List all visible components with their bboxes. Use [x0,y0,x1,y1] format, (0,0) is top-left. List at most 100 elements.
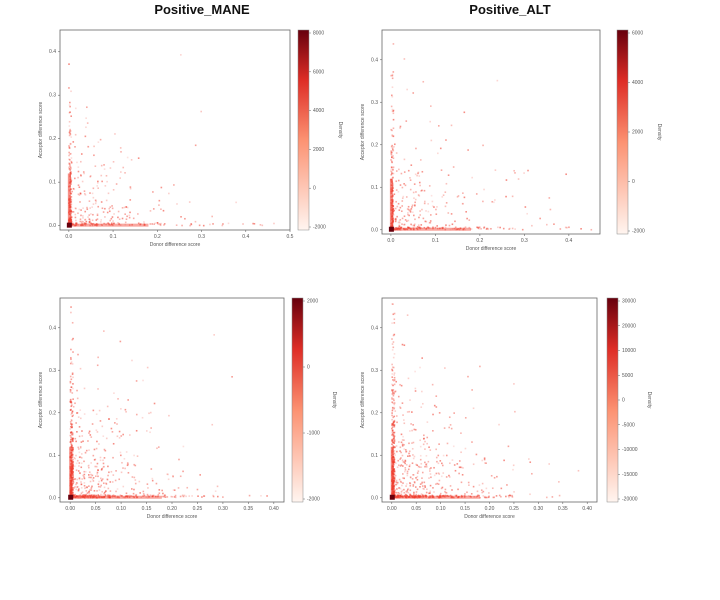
density-point [424,494,426,497]
x-tick-label: 0.0 [65,234,72,240]
density-point [70,192,72,195]
density-point [429,221,432,224]
density-point [391,74,394,77]
density-point [390,174,393,176]
density-point [396,496,399,499]
density-point [391,424,393,427]
density-point [443,495,446,497]
density-point [72,482,74,485]
density-point [72,458,74,461]
density-point [475,193,478,195]
density-point [70,192,73,195]
density-point [439,496,442,498]
density-point [405,496,408,498]
density-point [392,71,395,73]
density-point [418,181,421,184]
density-point [72,471,74,474]
density-point [396,450,398,453]
colorbar-tick-label: 2000 [313,147,324,153]
density-point [456,463,459,465]
density-point [69,153,71,155]
density-point [406,470,409,473]
density-point [487,496,490,499]
density-point [495,495,498,497]
density-point [84,194,87,196]
density-point [88,492,91,495]
density-point [392,434,395,437]
density-point [391,409,394,412]
density-point [69,128,71,131]
density-point [86,208,89,211]
density-point [80,483,83,486]
density-point [99,420,102,422]
density-point [395,189,398,191]
density-point [71,440,73,442]
density-point [110,217,113,220]
density-point [394,496,397,498]
colorbar-tick-label: -2000 [313,225,326,231]
x-tick-label: 0.2 [476,238,483,244]
density-point [471,389,473,391]
density-point [425,496,427,499]
density-point [71,338,74,341]
density-point [90,462,92,464]
density-point [72,480,75,482]
density-point [425,455,428,457]
density-point [392,356,395,359]
colorbar-tick-label: -2000 [307,497,320,503]
density-point [164,494,166,497]
density-point [566,226,568,229]
density-point [103,495,106,498]
density-point [71,321,74,324]
density-point [100,174,103,177]
density-point [409,476,412,479]
density-point [414,173,417,176]
density-point [421,170,424,173]
density-point [158,199,161,202]
density-point [86,206,88,209]
density-point [457,195,460,197]
density-point [431,200,434,203]
density-point [93,494,95,497]
density-point [91,474,94,477]
density-point [444,494,447,497]
density-point [98,443,100,445]
density-point [394,496,397,499]
density-point [393,468,396,470]
density-point [413,224,415,227]
density-point [93,459,96,461]
density-point [472,407,475,410]
density-point [81,224,84,227]
density-point [437,472,440,474]
density-point [149,494,152,497]
density-point [405,490,407,493]
density-point [103,222,106,225]
density-point [418,496,420,498]
density-point [392,221,394,223]
density-point [395,479,398,482]
density-point [422,443,425,446]
density-point [93,489,96,492]
density-point [424,202,426,205]
density-point [134,464,137,467]
density-point [96,185,99,187]
density-point [411,224,414,227]
density-point [401,402,404,404]
density-point [88,221,91,223]
y-tick-label: 0.4 [371,325,378,331]
density-point [91,495,94,498]
density-point [71,480,74,482]
density-point [432,226,434,229]
density-point [402,482,404,484]
x-tick-label: 0.00 [65,506,75,512]
density-point [69,440,72,443]
density-point [90,487,93,489]
density-point [76,430,78,433]
density-point [451,495,454,498]
density-point [390,166,393,169]
density-point [453,464,456,466]
density-point [70,216,73,218]
colorbar-tick-label: -15000 [622,472,638,478]
density-point [94,165,97,167]
density-point [405,120,408,122]
